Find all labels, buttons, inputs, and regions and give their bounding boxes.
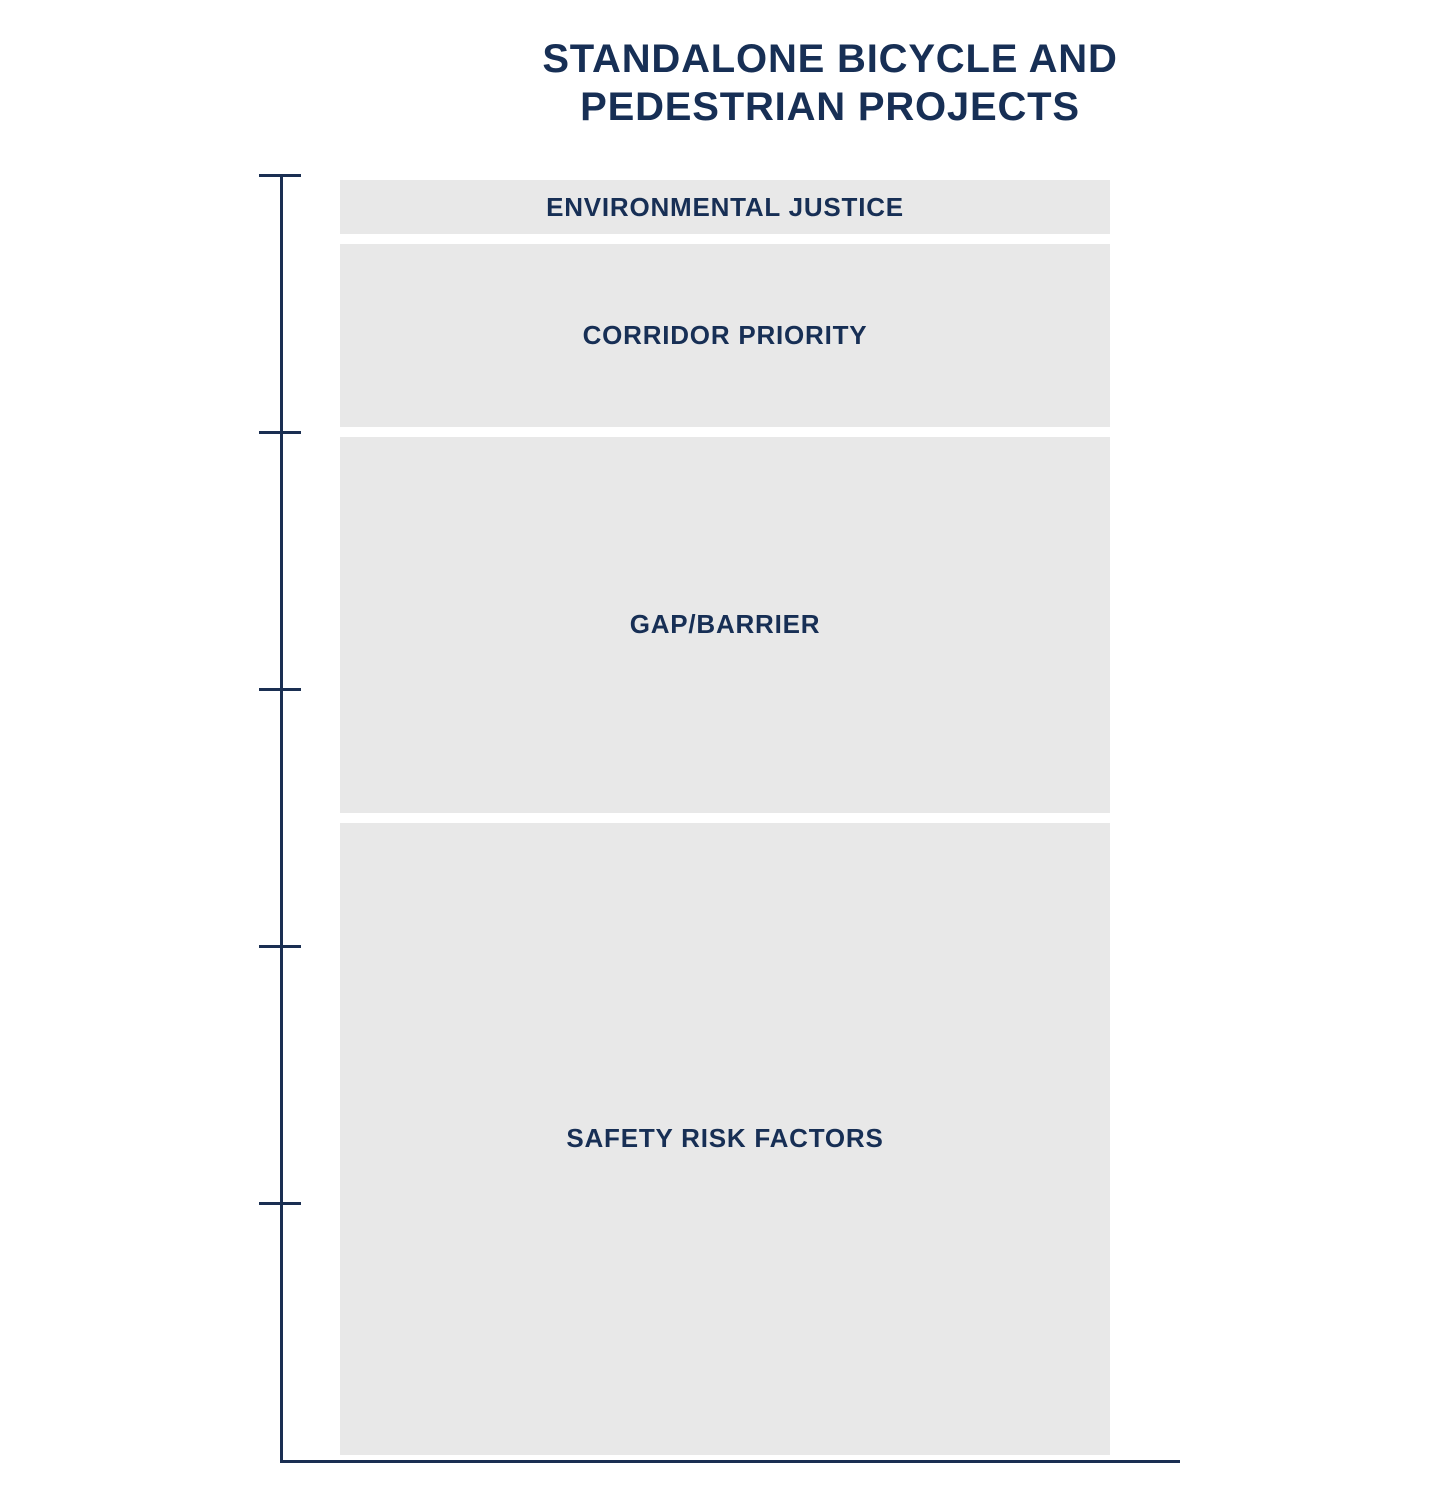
chart-title-line2: PEDESTRIAN PROJECTS [330,83,1330,131]
y-tick [259,174,301,177]
bar-segment: GAP/BARRIER [340,437,1110,813]
chart-container: STANDALONE BICYCLE AND PEDESTRIAN PROJEC… [0,0,1440,1500]
y-tick [259,688,301,691]
bar-segment: CORRIDOR PRIORITY [340,244,1110,427]
y-axis [280,175,283,1460]
bar-segment: SAFETY RISK FACTORS [340,823,1110,1456]
bar-segment-label: GAP/BARRIER [630,609,821,640]
chart-title: STANDALONE BICYCLE AND PEDESTRIAN PROJEC… [330,35,1330,131]
x-axis [280,1460,1180,1463]
bar-segment-label: CORRIDOR PRIORITY [583,320,868,351]
chart-title-line1: STANDALONE BICYCLE AND [330,35,1330,83]
y-tick [259,1202,301,1205]
y-tick [259,945,301,948]
bar-segment-label: ENVIRONMENTAL JUSTICE [546,192,904,223]
bar-segment: ENVIRONMENTAL JUSTICE [340,180,1110,234]
y-tick [259,431,301,434]
bar-segment-label: SAFETY RISK FACTORS [566,1123,883,1154]
